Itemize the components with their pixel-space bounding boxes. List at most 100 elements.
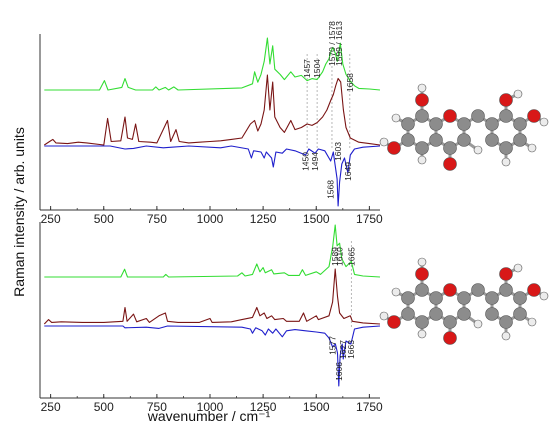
peak-annotation: 1570 / 1578: [327, 21, 337, 66]
peak-annotation: 1663: [346, 340, 356, 359]
x-tick-label: 750: [147, 212, 167, 226]
peak-annotation: 1599 / 1613: [334, 21, 344, 66]
peak-annotation: 1606: [334, 362, 344, 381]
molecule-atom: [379, 311, 389, 321]
molecule-atom: [443, 331, 457, 345]
x-tick-label: 1000: [197, 400, 224, 414]
molecule-atom: [513, 307, 527, 321]
molecule-atom: [471, 283, 485, 297]
molecule-atom: [443, 315, 457, 329]
molecule-atom: [443, 157, 457, 171]
molecule-atom: [457, 291, 471, 305]
molecule-atom: [417, 83, 427, 93]
difference-spectrum-line: [44, 325, 381, 387]
molecule-atom: [513, 89, 523, 99]
flavonoid-molecule-icon: [379, 83, 549, 171]
peak-annotation: 1658: [345, 73, 355, 92]
experimental-spectrum-line: [44, 37, 381, 91]
molecule-atom: [485, 133, 499, 147]
molecule-atom: [429, 117, 443, 131]
peak-annotation: 1450: [301, 152, 311, 171]
molecule-atom: [401, 307, 415, 321]
experimental-spectrum-line: [44, 224, 381, 278]
peak-annotation: 1603: [333, 142, 343, 161]
molecule-atom: [485, 291, 499, 305]
molecule-atom: [485, 307, 499, 321]
x-tick-label: 1500: [303, 212, 330, 226]
x-tick-label: 1750: [356, 212, 383, 226]
molecule-atom: [429, 133, 443, 147]
molecule-atom: [513, 291, 527, 305]
molecule-atom: [429, 291, 443, 305]
molecule-atom: [415, 267, 429, 281]
molecule-atom: [387, 141, 401, 155]
peak-annotation: 1627: [338, 340, 348, 359]
x-tick-label: 1750: [356, 400, 383, 414]
molecule-atom: [527, 283, 541, 297]
molecule-atom: [401, 133, 415, 147]
y-axis-label: Raman intensity / arb. units: [11, 127, 27, 297]
molecule-atom: [443, 141, 457, 155]
molecule-atom: [473, 319, 483, 329]
molecule-atom: [401, 117, 415, 131]
molecule-atom: [499, 93, 513, 107]
molecule-atom: [415, 109, 429, 123]
molecule-atom: [415, 283, 429, 297]
x-tick-label: 1500: [303, 400, 330, 414]
peak-annotation: 1568: [326, 180, 336, 199]
molecule-atom: [379, 137, 389, 147]
flavonoid-molecule-icon: [379, 257, 549, 345]
molecule-atom: [457, 117, 471, 131]
x-tick-label: 1250: [250, 212, 277, 226]
molecule-atom: [473, 145, 483, 155]
molecule-atom: [499, 141, 513, 155]
molecule-atom: [485, 117, 499, 131]
molecule-atom: [527, 143, 537, 153]
molecule-atom: [457, 133, 471, 147]
molecule-atom: [401, 291, 415, 305]
top-spectra-panel: 250 500 750 1000 1250 1500 1750 1457 1504 1570 / …: [39, 21, 383, 226]
molecule-atom: [501, 331, 511, 341]
molecule-atom: [499, 109, 513, 123]
molecule-atom: [471, 109, 485, 123]
molecule-atom: [513, 263, 523, 273]
molecule-atom: [501, 157, 511, 167]
molecule-atom: [539, 117, 549, 127]
molecule-atom: [539, 291, 549, 301]
peak-annotation: 1457: [302, 59, 312, 78]
x-tick-label: 750: [147, 400, 167, 414]
x-tick-label: 250: [41, 212, 61, 226]
x-tick-label: 250: [41, 400, 61, 414]
peak-annotation: 1504: [312, 59, 322, 78]
calculated-spectrum-line: [43, 74, 381, 146]
molecule-atom: [499, 267, 513, 281]
difference-spectrum-line: [44, 145, 381, 207]
peak-annotation: 1665: [346, 247, 356, 266]
molecule-atom: [513, 117, 527, 131]
molecule-atom: [443, 283, 457, 297]
molecule-atom: [443, 109, 457, 123]
molecule-atom: [513, 133, 527, 147]
molecule-atom: [391, 287, 401, 297]
molecule-atom: [499, 283, 513, 297]
peak-annotation: 1649: [343, 162, 353, 181]
molecule-atom: [415, 93, 429, 107]
peak-annotation: 1610: [335, 247, 345, 266]
peak-annotation: 1577: [328, 336, 338, 355]
molecule-atom: [457, 307, 471, 321]
calculated-spectrum-line: [43, 268, 381, 325]
x-axis-label: wavenumber / cm⁻¹: [147, 408, 271, 424]
molecule-atom: [391, 113, 401, 123]
molecule-atom: [429, 307, 443, 321]
peak-annotation: 1589: [330, 247, 340, 266]
molecule-atom: [527, 317, 537, 327]
x-tick-label: 1000: [197, 212, 224, 226]
molecule-atom: [417, 329, 427, 339]
molecule-atom: [417, 155, 427, 165]
x-tick-label: 1250: [250, 400, 277, 414]
x-tick-label: 500: [94, 400, 114, 414]
molecule-atom: [417, 257, 427, 267]
peak-annotation: 1494: [310, 152, 320, 171]
